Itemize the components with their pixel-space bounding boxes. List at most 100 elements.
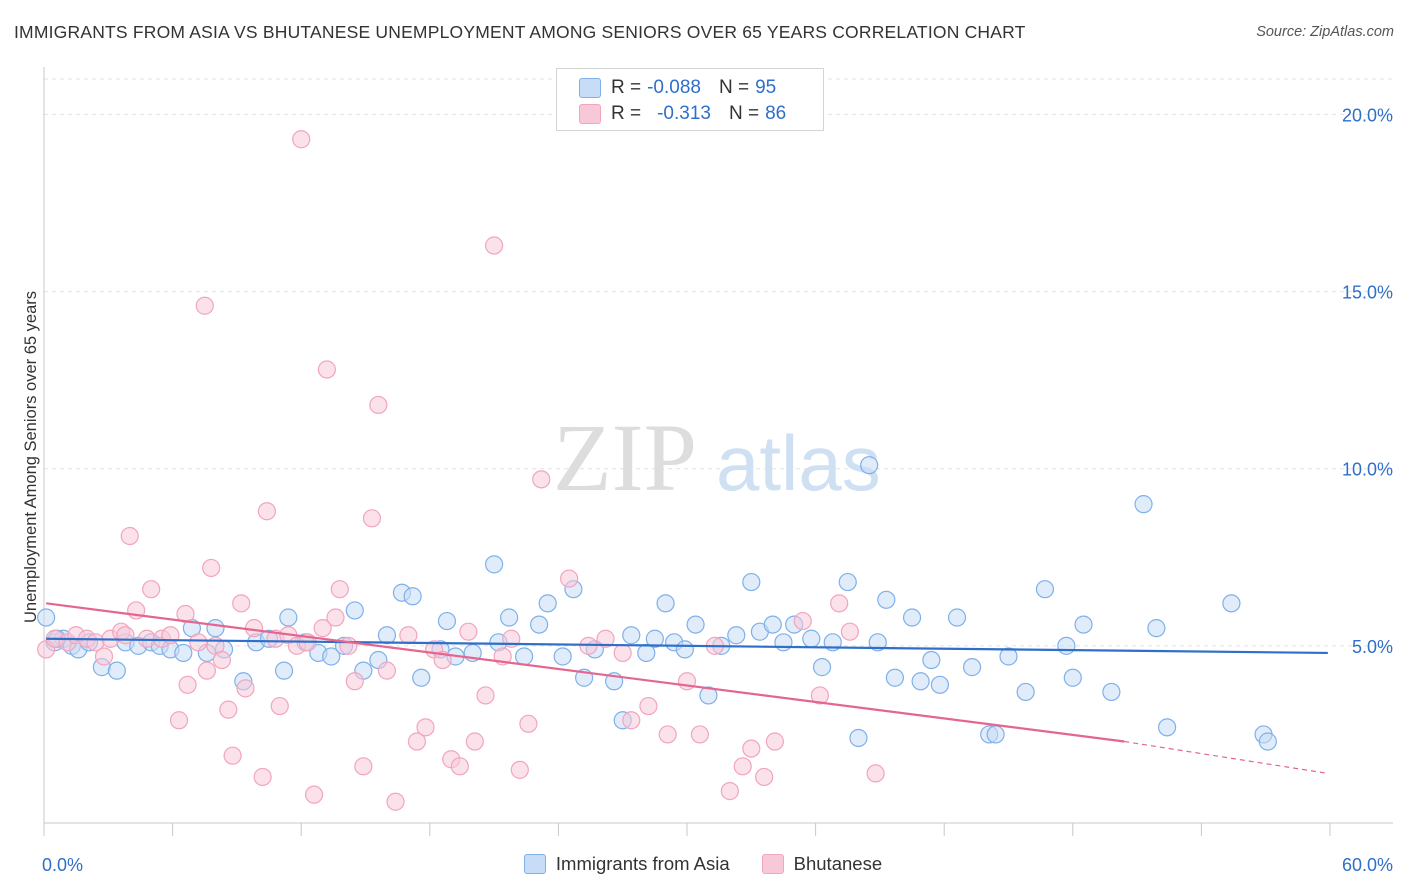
data-point-bhutanese [197,661,216,680]
data-point-immigrants [206,619,225,638]
data-point-immigrants [999,647,1018,666]
data-point-bhutanese [236,679,255,698]
data-point-bhutanese [755,767,774,787]
legend-label-bhutanese: Bhutanese [793,853,883,874]
data-point-immigrants [849,728,868,748]
data-point-immigrants [1035,580,1055,599]
data-point-bhutanese [510,760,529,779]
data-point-immigrants [107,661,126,680]
data-point-bhutanese [169,711,189,730]
data-point-bhutanese [596,629,615,648]
data-point-bhutanese [120,526,139,546]
legend-item-bhutanese: Bhutanese [761,853,883,875]
legend-r-value: -0.313 [657,103,711,124]
trend-line-bhutanese [46,602,1125,743]
data-point-bhutanese [362,509,382,528]
data-point-bhutanese [142,580,161,599]
data-point-bhutanese [765,732,784,751]
source-credit: Source: ZipAtlas.com [1256,24,1394,40]
x-tick-label-max: 60.0% [1342,855,1393,875]
data-point-immigrants [947,608,967,627]
data-point-bhutanese [840,622,859,641]
data-point-immigrants [763,615,782,634]
data-point-immigrants [911,672,930,691]
data-point-bhutanese [189,633,208,652]
legend-n-label: N = [718,77,750,98]
data-point-bhutanese [733,757,752,776]
series-legend: Immigrants from Asia Bhutanese [0,852,1406,876]
data-point-bhutanese [232,594,251,613]
data-point-immigrants [1222,594,1241,613]
data-point-immigrants [1158,718,1177,737]
data-point-immigrants [885,668,905,687]
data-point-bhutanese [866,764,885,783]
data-point-bhutanese [219,700,238,719]
data-point-immigrants [274,661,294,680]
data-point-bhutanese [317,360,337,379]
data-point-immigrants [553,647,572,666]
y-tick-label: 20.0% [1342,105,1393,125]
data-point-bhutanese [212,650,231,670]
legend-r-label: R = [611,77,642,98]
watermark-zip: ZIP [553,404,697,511]
data-point-bhutanese [223,746,242,765]
y-tick-label: 10.0% [1342,460,1393,480]
data-point-bhutanese [339,636,358,655]
data-point-immigrants [930,675,950,694]
data-point-bhutanese [399,626,418,645]
data-point-bhutanese [720,782,739,801]
data-point-bhutanese [613,643,632,663]
data-point-bhutanese [476,686,495,705]
data-point-bhutanese [830,594,849,613]
legend-swatch-blue [579,78,601,98]
trend-line-bhutanese-extension [1124,740,1328,774]
data-point-bhutanese [532,470,551,489]
data-point-immigrants [686,615,705,634]
trend-lines [46,602,1328,774]
data-point-immigrants [412,668,431,687]
y-axis-label: Unemployment Among Seniors over 65 years [22,291,40,623]
data-point-immigrants [812,658,832,677]
chart-title: IMMIGRANTS FROM ASIA VS BHUTANESE UNEMPL… [14,22,1026,42]
data-point-bhutanese [459,622,478,641]
legend-n-value: 86 [765,103,787,124]
data-point-bhutanese [465,732,484,751]
data-point-bhutanese [377,661,397,680]
legend-n-label: N = [728,103,760,124]
data-point-bhutanese [793,611,812,631]
data-point-immigrants [860,456,879,475]
data-point-immigrants [500,608,519,627]
data-point-immigrants [742,572,761,592]
data-point-immigrants [1102,682,1121,702]
legend-row-immigrants: R = -0.088 N = 95 [579,77,776,99]
axes [43,67,1393,836]
data-point-bhutanese [519,714,538,733]
data-point-bhutanese [257,502,277,521]
data-point-immigrants [622,626,641,645]
data-point-immigrants [515,647,534,666]
data-point-bhutanese [330,580,349,599]
legend-swatch-blue [523,854,546,874]
data-point-bhutanese [354,757,373,776]
data-point-bhutanese [416,718,435,737]
data-point-bhutanese [195,296,214,315]
legend-label-immigrants: Immigrants from Asia [555,853,730,874]
data-point-immigrants [1258,732,1277,751]
data-point-bhutanese [560,569,579,588]
data-point-bhutanese [639,696,658,716]
data-point-bhutanese [345,672,364,691]
data-point-bhutanese [326,608,345,627]
data-point-immigrants [922,650,941,670]
data-point-bhutanese [742,739,761,758]
trend-line-immigrants [46,637,1328,655]
data-point-bhutanese [94,647,114,666]
data-point-immigrants [37,608,56,627]
grid-lines [44,78,1393,647]
data-point-immigrants [279,608,298,627]
data-point-bhutanese [253,767,272,787]
data-point-bhutanese [116,626,135,645]
data-point-immigrants [902,608,922,627]
data-point-bhutanese [450,757,469,776]
data-point-immigrants [962,658,982,677]
stats-legend: R = -0.088 N = 95 R = -0.313 N = 86 [556,68,824,131]
